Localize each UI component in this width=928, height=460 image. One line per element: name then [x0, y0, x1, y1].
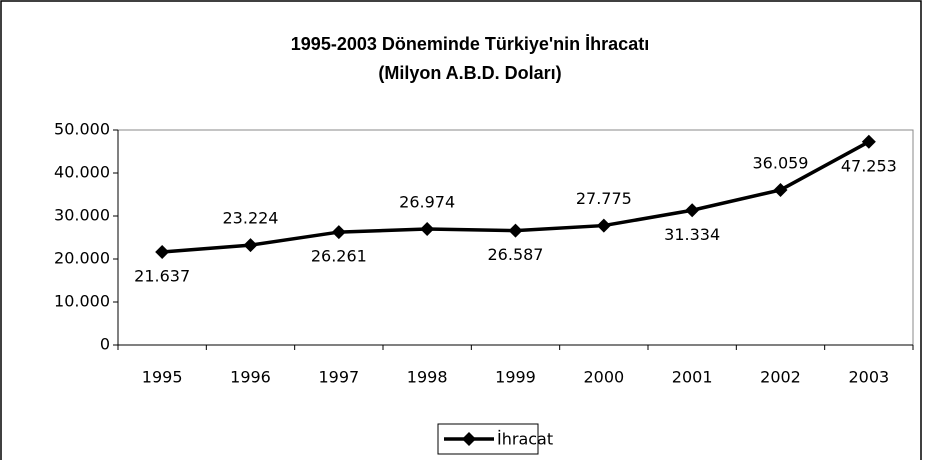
marker — [861, 134, 876, 149]
x-tick-label: 1999 — [495, 368, 536, 387]
y-tick-label: 10.000 — [54, 292, 110, 311]
y-tick-label: 40.000 — [54, 163, 110, 182]
legend-label: İhracat — [497, 430, 553, 449]
data-label: 26.974 — [399, 193, 455, 212]
x-tick-label: 2003 — [848, 368, 889, 387]
marker — [331, 225, 346, 240]
x-tick-label: 2001 — [672, 368, 713, 387]
chart-subtitle: (Milyon A.B.D. Doları) — [378, 63, 561, 83]
data-label: 21.637 — [134, 266, 190, 285]
x-tick-label: 1995 — [142, 368, 183, 387]
x-tick-label: 1996 — [230, 368, 271, 387]
data-label: 27.775 — [576, 189, 632, 208]
x-tick-label: 1998 — [407, 368, 448, 387]
data-label: 47.253 — [841, 156, 897, 175]
marker — [685, 203, 700, 218]
data-label: 23.224 — [223, 209, 279, 228]
legend-marker — [462, 432, 476, 446]
x-tick-label: 1997 — [318, 368, 359, 387]
marker — [155, 244, 170, 259]
marker — [596, 218, 611, 233]
y-tick-label: 30.000 — [54, 206, 110, 225]
y-tick-label: 50.000 — [54, 120, 110, 139]
data-label: 36.059 — [753, 153, 809, 172]
data-label: 26.587 — [488, 245, 544, 264]
marker — [508, 223, 523, 238]
data-label: 26.261 — [311, 247, 367, 266]
y-tick-label: 20.000 — [54, 249, 110, 268]
marker — [243, 238, 258, 253]
data-label: 31.334 — [664, 225, 720, 244]
y-tick-label: 0 — [100, 335, 110, 354]
marker — [773, 182, 788, 197]
marker — [420, 222, 435, 237]
x-tick-label: 2000 — [583, 368, 624, 387]
x-tick-label: 2002 — [760, 368, 801, 387]
chart-title: 1995-2003 Döneminde Türkiye'nin İhracatı — [291, 34, 649, 54]
